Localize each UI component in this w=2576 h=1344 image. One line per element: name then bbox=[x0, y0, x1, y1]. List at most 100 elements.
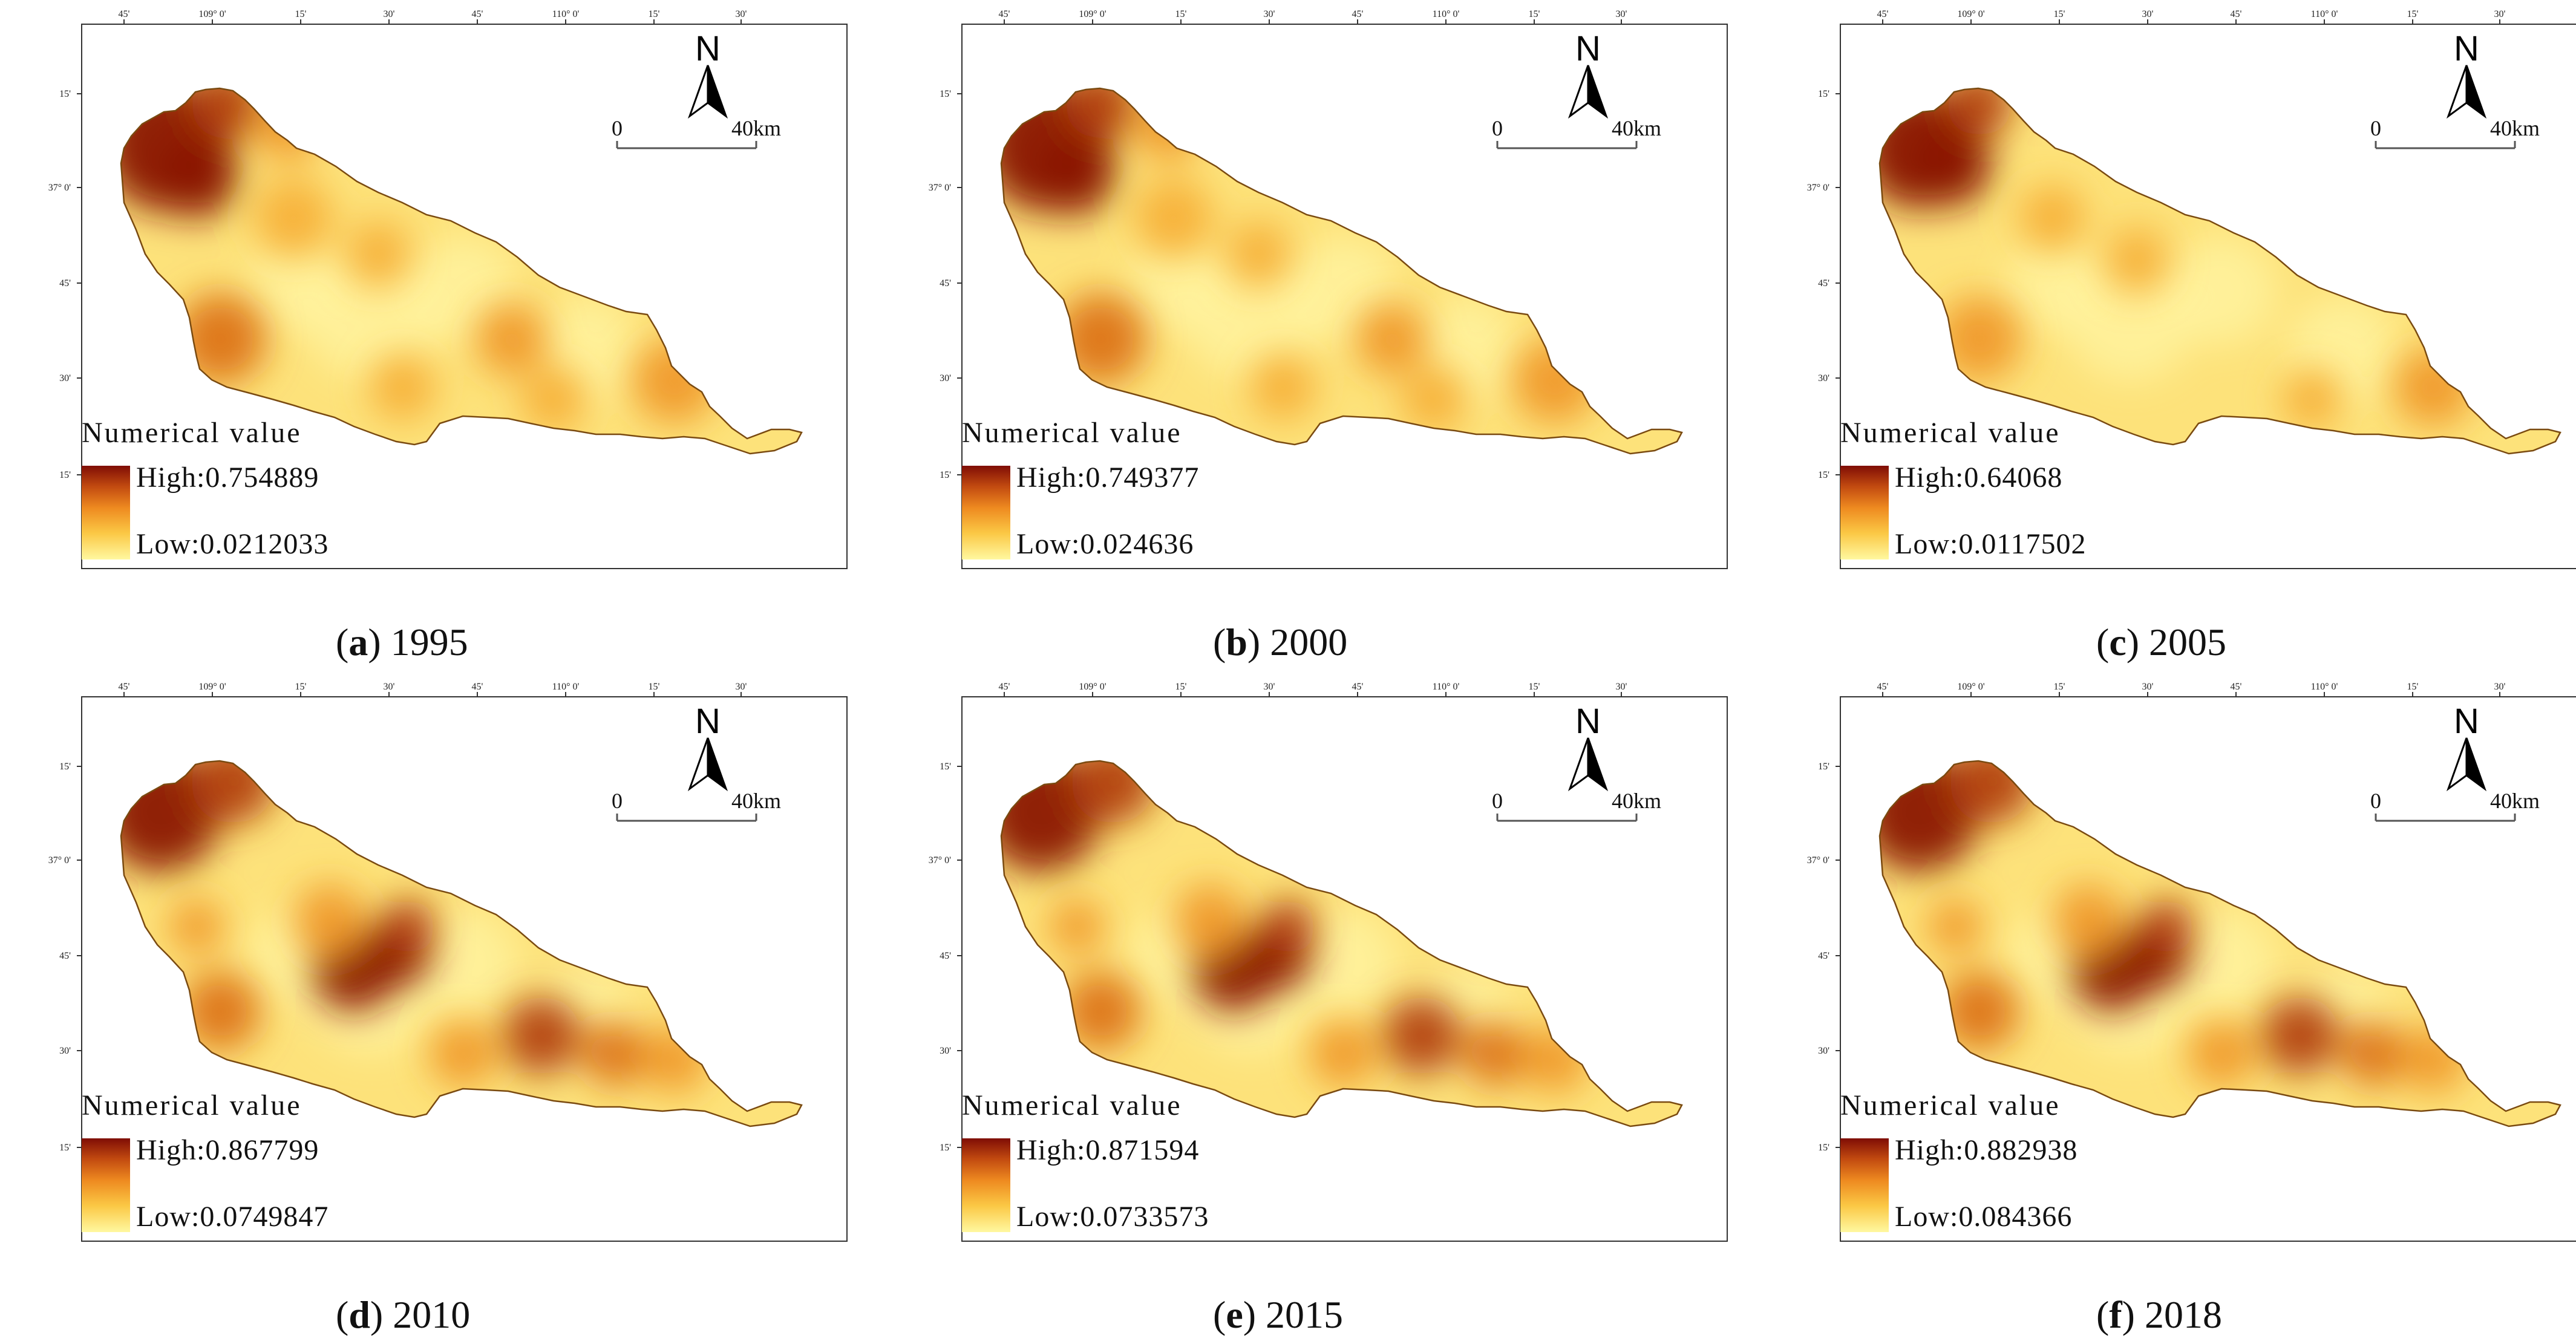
lat-tick-label: 45' bbox=[59, 278, 71, 289]
lat-tick-label: 15' bbox=[59, 89, 71, 99]
legend-color-ramp bbox=[82, 466, 130, 559]
caption-year: 2000 bbox=[1270, 621, 1348, 664]
panel-caption: (b) 2000 bbox=[1213, 621, 1348, 664]
lon-tick-label: 30' bbox=[1616, 9, 1627, 19]
lon-tick-label: 45' bbox=[119, 682, 130, 692]
lat-tick-label: 15' bbox=[1818, 762, 1829, 772]
hotspot bbox=[2104, 227, 2170, 293]
caption-year: 2018 bbox=[2144, 1293, 2222, 1336]
lon-tick-label: 110° 0' bbox=[2311, 9, 2338, 19]
scale-zero-label: 0 bbox=[2370, 116, 2381, 140]
longitude-ticks: 45' 109° 0' 15' 30' 45' 110° 0' 15' 30' bbox=[119, 682, 747, 697]
caption-letter: d bbox=[348, 1293, 370, 1336]
hotspot bbox=[1949, 761, 2034, 824]
hotspot bbox=[1225, 221, 1292, 287]
lon-tick-label: 109° 0' bbox=[1079, 9, 1106, 19]
hotspot bbox=[1134, 178, 1213, 257]
map-canvas: 45' 109° 0' 15' 30' 45' 110° 0' 15' 30' 15' 37° … bbox=[48, 682, 848, 1242]
lat-tick-label: 15' bbox=[1818, 470, 1829, 480]
hotspot bbox=[2339, 1020, 2406, 1087]
hotspot bbox=[2052, 884, 2125, 957]
lat-tick-label: 30' bbox=[1818, 373, 1829, 383]
lat-tick-label: 30' bbox=[940, 1046, 951, 1056]
map-panel-b: 45' 109° 0' 15' 30' 45' 110° 0' 15' 30' 15' 37° … bbox=[920, 0, 1779, 671]
lon-tick-label: 30' bbox=[2142, 682, 2154, 692]
legend-color-ramp bbox=[82, 1138, 130, 1232]
legend-low-value: Low:0.0117502 bbox=[1895, 528, 2087, 560]
scale-bar: 0 40km bbox=[2370, 116, 2540, 149]
legend-high-value: High:0.871594 bbox=[1016, 1134, 1200, 1166]
hotspot bbox=[1461, 1020, 1528, 1087]
region-boundary bbox=[1878, 87, 2561, 455]
north-arrow-right-icon bbox=[2465, 65, 2487, 119]
caption-year: 2005 bbox=[2149, 621, 2227, 664]
north-arrow-label: N bbox=[695, 29, 721, 68]
map-canvas: 45' 109° 0' 15' 30' 45' 110° 0' 15' 30' 15' 37° … bbox=[1807, 682, 2576, 1242]
latitude-ticks: 15' 37° 0' 45' 30' 15' bbox=[929, 89, 962, 480]
hotspot bbox=[1031, 130, 1116, 215]
lon-tick-label: 30' bbox=[384, 682, 395, 692]
hotspot bbox=[191, 761, 275, 824]
north-arrow-right-icon bbox=[707, 737, 728, 792]
hotspot bbox=[1249, 354, 1316, 420]
lon-tick-label: 30' bbox=[2142, 9, 2154, 19]
hotspot bbox=[1907, 121, 1992, 206]
north-arrow: N bbox=[2446, 702, 2487, 792]
lat-tick-label: 15' bbox=[1818, 89, 1829, 99]
lon-tick-label: 109° 0' bbox=[198, 9, 226, 19]
north-arrow: N bbox=[1568, 29, 1609, 119]
hotspots bbox=[1880, 761, 2466, 1093]
legend-color-ramp bbox=[962, 466, 1010, 559]
hotspot bbox=[2261, 996, 2339, 1075]
panel-caption: (c) 2005 bbox=[2096, 621, 2227, 664]
lon-tick-label: 15' bbox=[1175, 9, 1187, 19]
north-arrow-label: N bbox=[2454, 29, 2479, 68]
north-arrow: N bbox=[687, 29, 728, 119]
hotspot bbox=[1382, 996, 1461, 1075]
scale-end-label: 40km bbox=[2490, 789, 2540, 813]
legend-high-value: High:0.867799 bbox=[136, 1134, 319, 1166]
north-arrow-label: N bbox=[695, 702, 721, 741]
north-arrow: N bbox=[1568, 702, 1609, 792]
legend-high-value: High:0.754889 bbox=[136, 462, 319, 494]
scale-bar: 0 40km bbox=[612, 789, 781, 822]
latitude-ticks: 15' 37° 0' 45' 30' 15' bbox=[48, 762, 82, 1153]
lon-tick-label: 109° 0' bbox=[1957, 682, 1984, 692]
lon-tick-label: 15' bbox=[295, 682, 307, 692]
map-canvas: 45' 109° 0' 15' 30' 45' 110° 0' 15' 30' 15' 37° … bbox=[48, 9, 848, 569]
scale-zero-label: 0 bbox=[2370, 789, 2381, 813]
map-panel-c: 45' 109° 0' 15' 30' 45' 110° 0' 15' 30' 15' 37° … bbox=[1798, 0, 2576, 671]
hotspot bbox=[581, 1020, 647, 1087]
north-arrow: N bbox=[687, 702, 728, 792]
lat-tick-label: 30' bbox=[59, 1046, 71, 1056]
caption-letter: a bbox=[348, 621, 368, 664]
region-boundary bbox=[120, 87, 803, 455]
lon-tick-label: 30' bbox=[1264, 682, 1275, 692]
scale-bar: 0 40km bbox=[2370, 789, 2540, 822]
hotspot bbox=[1940, 972, 2019, 1051]
north-arrow-right-icon bbox=[2465, 737, 2487, 792]
panel-caption: (e) 2015 bbox=[1213, 1293, 1344, 1336]
lat-tick-label: 30' bbox=[1818, 1046, 1829, 1056]
legend-high-value: High:0.64068 bbox=[1895, 462, 2063, 494]
hotspot bbox=[1937, 296, 2022, 381]
scale-end-label: 40km bbox=[731, 789, 781, 813]
map-canvas: 45' 109° 0' 15' 30' 45' 110° 0' 15' 30' 15' 37° … bbox=[929, 9, 1728, 569]
lon-tick-label: 45' bbox=[472, 9, 483, 19]
north-arrow-right-icon bbox=[1587, 737, 1609, 792]
lat-tick-label: 15' bbox=[1818, 1143, 1829, 1153]
panel-caption: (a) 1995 bbox=[336, 621, 468, 664]
hotspot bbox=[1355, 302, 1428, 375]
legend-high-value: High:0.749377 bbox=[1016, 462, 1200, 494]
legend-title: Numerical value bbox=[82, 1089, 302, 1121]
hotspot bbox=[1928, 899, 1983, 954]
scale-bar: 0 40km bbox=[1492, 116, 1661, 149]
hotspot bbox=[1062, 972, 1140, 1051]
panel-caption: (d) 2010 bbox=[336, 1293, 471, 1336]
hotspot bbox=[1174, 884, 1246, 957]
legend-low-value: Low:0.0749847 bbox=[136, 1201, 329, 1233]
hotspot bbox=[254, 178, 333, 257]
latitude-ticks: 15' 37° 0' 45' 30' 15' bbox=[1807, 89, 1840, 480]
lon-tick-label: 110° 0' bbox=[2311, 682, 2338, 692]
lon-tick-label: 110° 0' bbox=[552, 9, 580, 19]
